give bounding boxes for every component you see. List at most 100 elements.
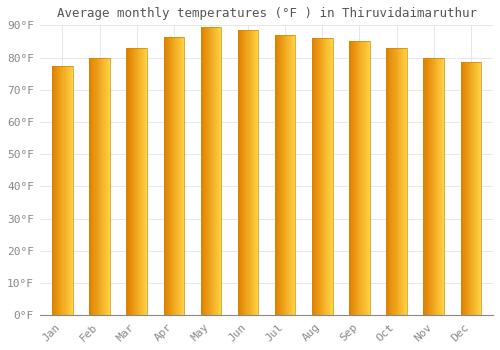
Bar: [141, 48, 142, 315]
Bar: [239, 30, 240, 315]
Bar: [390, 48, 392, 315]
Bar: [200, 27, 221, 315]
Bar: [128, 48, 130, 315]
Bar: [278, 35, 279, 315]
Bar: [439, 57, 440, 315]
Bar: [319, 38, 320, 315]
Bar: [92, 57, 94, 315]
Bar: [204, 27, 205, 315]
Bar: [242, 30, 243, 315]
Bar: [294, 35, 296, 315]
Bar: [178, 36, 179, 315]
Bar: [314, 38, 315, 315]
Bar: [208, 27, 209, 315]
Bar: [250, 30, 251, 315]
Bar: [164, 36, 184, 315]
Bar: [424, 57, 444, 315]
Bar: [98, 57, 100, 315]
Bar: [214, 27, 215, 315]
Bar: [56, 65, 58, 315]
Bar: [52, 65, 72, 315]
Bar: [281, 35, 282, 315]
Bar: [251, 30, 252, 315]
Bar: [244, 30, 245, 315]
Bar: [288, 35, 290, 315]
Bar: [176, 36, 177, 315]
Bar: [143, 48, 144, 315]
Bar: [172, 36, 173, 315]
Bar: [182, 36, 183, 315]
Bar: [60, 65, 62, 315]
Bar: [252, 30, 253, 315]
Bar: [432, 57, 434, 315]
Bar: [238, 30, 258, 315]
Bar: [290, 35, 292, 315]
Bar: [96, 57, 98, 315]
Bar: [144, 48, 145, 315]
Bar: [256, 30, 258, 315]
Bar: [330, 38, 332, 315]
Bar: [386, 48, 388, 315]
Bar: [358, 41, 360, 315]
Bar: [464, 62, 466, 315]
Bar: [183, 36, 184, 315]
Bar: [140, 48, 141, 315]
Bar: [350, 41, 352, 315]
Bar: [173, 36, 174, 315]
Bar: [386, 48, 407, 315]
Bar: [480, 62, 481, 315]
Bar: [470, 62, 471, 315]
Bar: [217, 27, 218, 315]
Bar: [328, 38, 330, 315]
Bar: [388, 48, 390, 315]
Bar: [398, 48, 400, 315]
Bar: [241, 30, 242, 315]
Bar: [104, 57, 106, 315]
Bar: [317, 38, 318, 315]
Bar: [434, 57, 436, 315]
Bar: [249, 30, 250, 315]
Bar: [218, 27, 219, 315]
Bar: [478, 62, 479, 315]
Bar: [356, 41, 358, 315]
Bar: [402, 48, 404, 315]
Bar: [443, 57, 444, 315]
Bar: [368, 41, 370, 315]
Bar: [203, 27, 204, 315]
Bar: [440, 57, 441, 315]
Bar: [130, 48, 132, 315]
Bar: [90, 57, 92, 315]
Bar: [312, 38, 332, 315]
Bar: [248, 30, 249, 315]
Bar: [292, 35, 294, 315]
Bar: [428, 57, 430, 315]
Bar: [472, 62, 473, 315]
Bar: [181, 36, 182, 315]
Bar: [100, 57, 102, 315]
Bar: [315, 38, 316, 315]
Bar: [94, 57, 96, 315]
Bar: [477, 62, 478, 315]
Bar: [177, 36, 178, 315]
Bar: [211, 27, 212, 315]
Bar: [254, 30, 255, 315]
Bar: [170, 36, 171, 315]
Bar: [349, 41, 350, 315]
Bar: [284, 35, 285, 315]
Bar: [164, 36, 166, 315]
Bar: [316, 38, 317, 315]
Bar: [70, 65, 72, 315]
Bar: [277, 35, 278, 315]
Bar: [276, 35, 277, 315]
Bar: [62, 65, 64, 315]
Bar: [174, 36, 175, 315]
Bar: [66, 65, 68, 315]
Bar: [213, 27, 214, 315]
Bar: [318, 38, 319, 315]
Bar: [349, 41, 370, 315]
Bar: [442, 57, 443, 315]
Bar: [362, 41, 364, 315]
Bar: [202, 27, 203, 315]
Bar: [209, 27, 210, 315]
Bar: [253, 30, 254, 315]
